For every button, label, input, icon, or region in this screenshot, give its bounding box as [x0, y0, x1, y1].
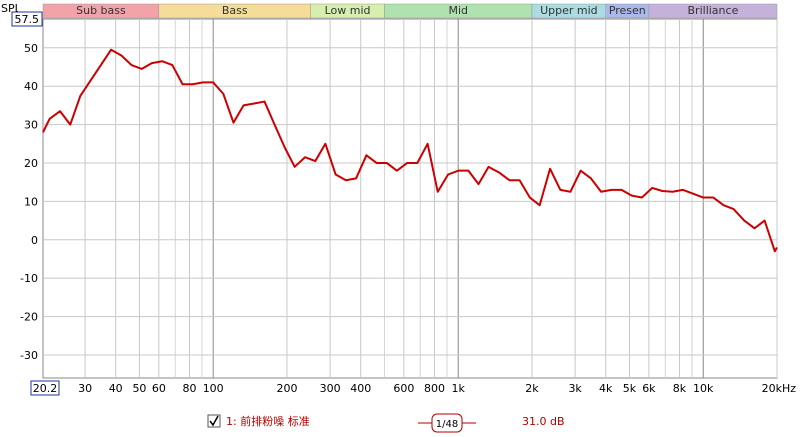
- check-mark: [209, 415, 219, 427]
- band-label: Bass: [222, 4, 248, 17]
- y-limit-box: [11, 11, 43, 27]
- x-tick-label: 100: [203, 382, 224, 395]
- band-row: Sub bass Bass Low mid Mid Upper mid Presen Bri…: [42, 3, 778, 19]
- ylabel-clip: SPL: [1, 2, 22, 15]
- y-axis-label: SPL: [1, 2, 22, 15]
- band-label: Mid: [448, 4, 468, 17]
- y-tick-label: -30: [20, 349, 38, 362]
- y-tick-label: 40: [24, 80, 38, 93]
- x-tick-label: 40: [109, 382, 123, 395]
- y-tick-label: 30: [24, 119, 38, 132]
- legend-label: 1: 前排粉噪 标准: [226, 414, 310, 428]
- band-label: Upper mid: [540, 4, 598, 17]
- band-label: Low mid: [325, 4, 371, 17]
- band-label: Brilliance: [688, 4, 739, 17]
- y-tick-label: 20: [24, 157, 38, 170]
- y-tick-label: 57.5: [15, 13, 40, 26]
- level-label: 31.0 dB: [522, 415, 565, 428]
- x-limit-box: [30, 380, 60, 396]
- x-tick-label: 400: [350, 382, 371, 395]
- x-tick-label: 80: [182, 382, 196, 395]
- x-tick-label: 50: [132, 382, 146, 395]
- response-line: [42, 48, 778, 253]
- x-tick-label: 600: [393, 382, 414, 395]
- x-tick-label: 300: [320, 382, 341, 395]
- x-tick-label: 4k: [599, 382, 613, 395]
- x-tick-label: 5k: [623, 382, 637, 395]
- x-tick-label: 6k: [642, 382, 656, 395]
- smoothing-box[interactable]: [431, 413, 463, 433]
- band: [648, 3, 778, 19]
- y-tick-label: 0: [31, 234, 38, 247]
- x-tick-label: 3k: [568, 382, 582, 395]
- x-tick-label: 200: [276, 382, 297, 395]
- x-tick-label: 10k: [693, 382, 714, 395]
- x-tick-label: 2k: [525, 382, 539, 395]
- y-tick-label: -10: [20, 272, 38, 285]
- band-label: Presen: [609, 4, 646, 17]
- y-tick-label: -20: [20, 311, 38, 324]
- y-tick-label: 10: [24, 195, 38, 208]
- band-label: Sub bass: [76, 4, 126, 17]
- plot: [42, 48, 778, 253]
- x-tick-label: 20.2: [33, 382, 58, 395]
- smoothing-label: 1/48: [436, 419, 458, 430]
- y-tick-label: 50: [24, 42, 38, 55]
- plot-area: [42, 18, 778, 379]
- x-tick-label: 60: [152, 382, 166, 395]
- x-tick-label: 20kHz: [762, 382, 797, 395]
- x-tick-label: 8k: [673, 382, 687, 395]
- x-tick-label: 1k: [452, 382, 466, 395]
- x-tick-label: 800: [424, 382, 445, 395]
- x-tick-label: 30: [78, 382, 92, 395]
